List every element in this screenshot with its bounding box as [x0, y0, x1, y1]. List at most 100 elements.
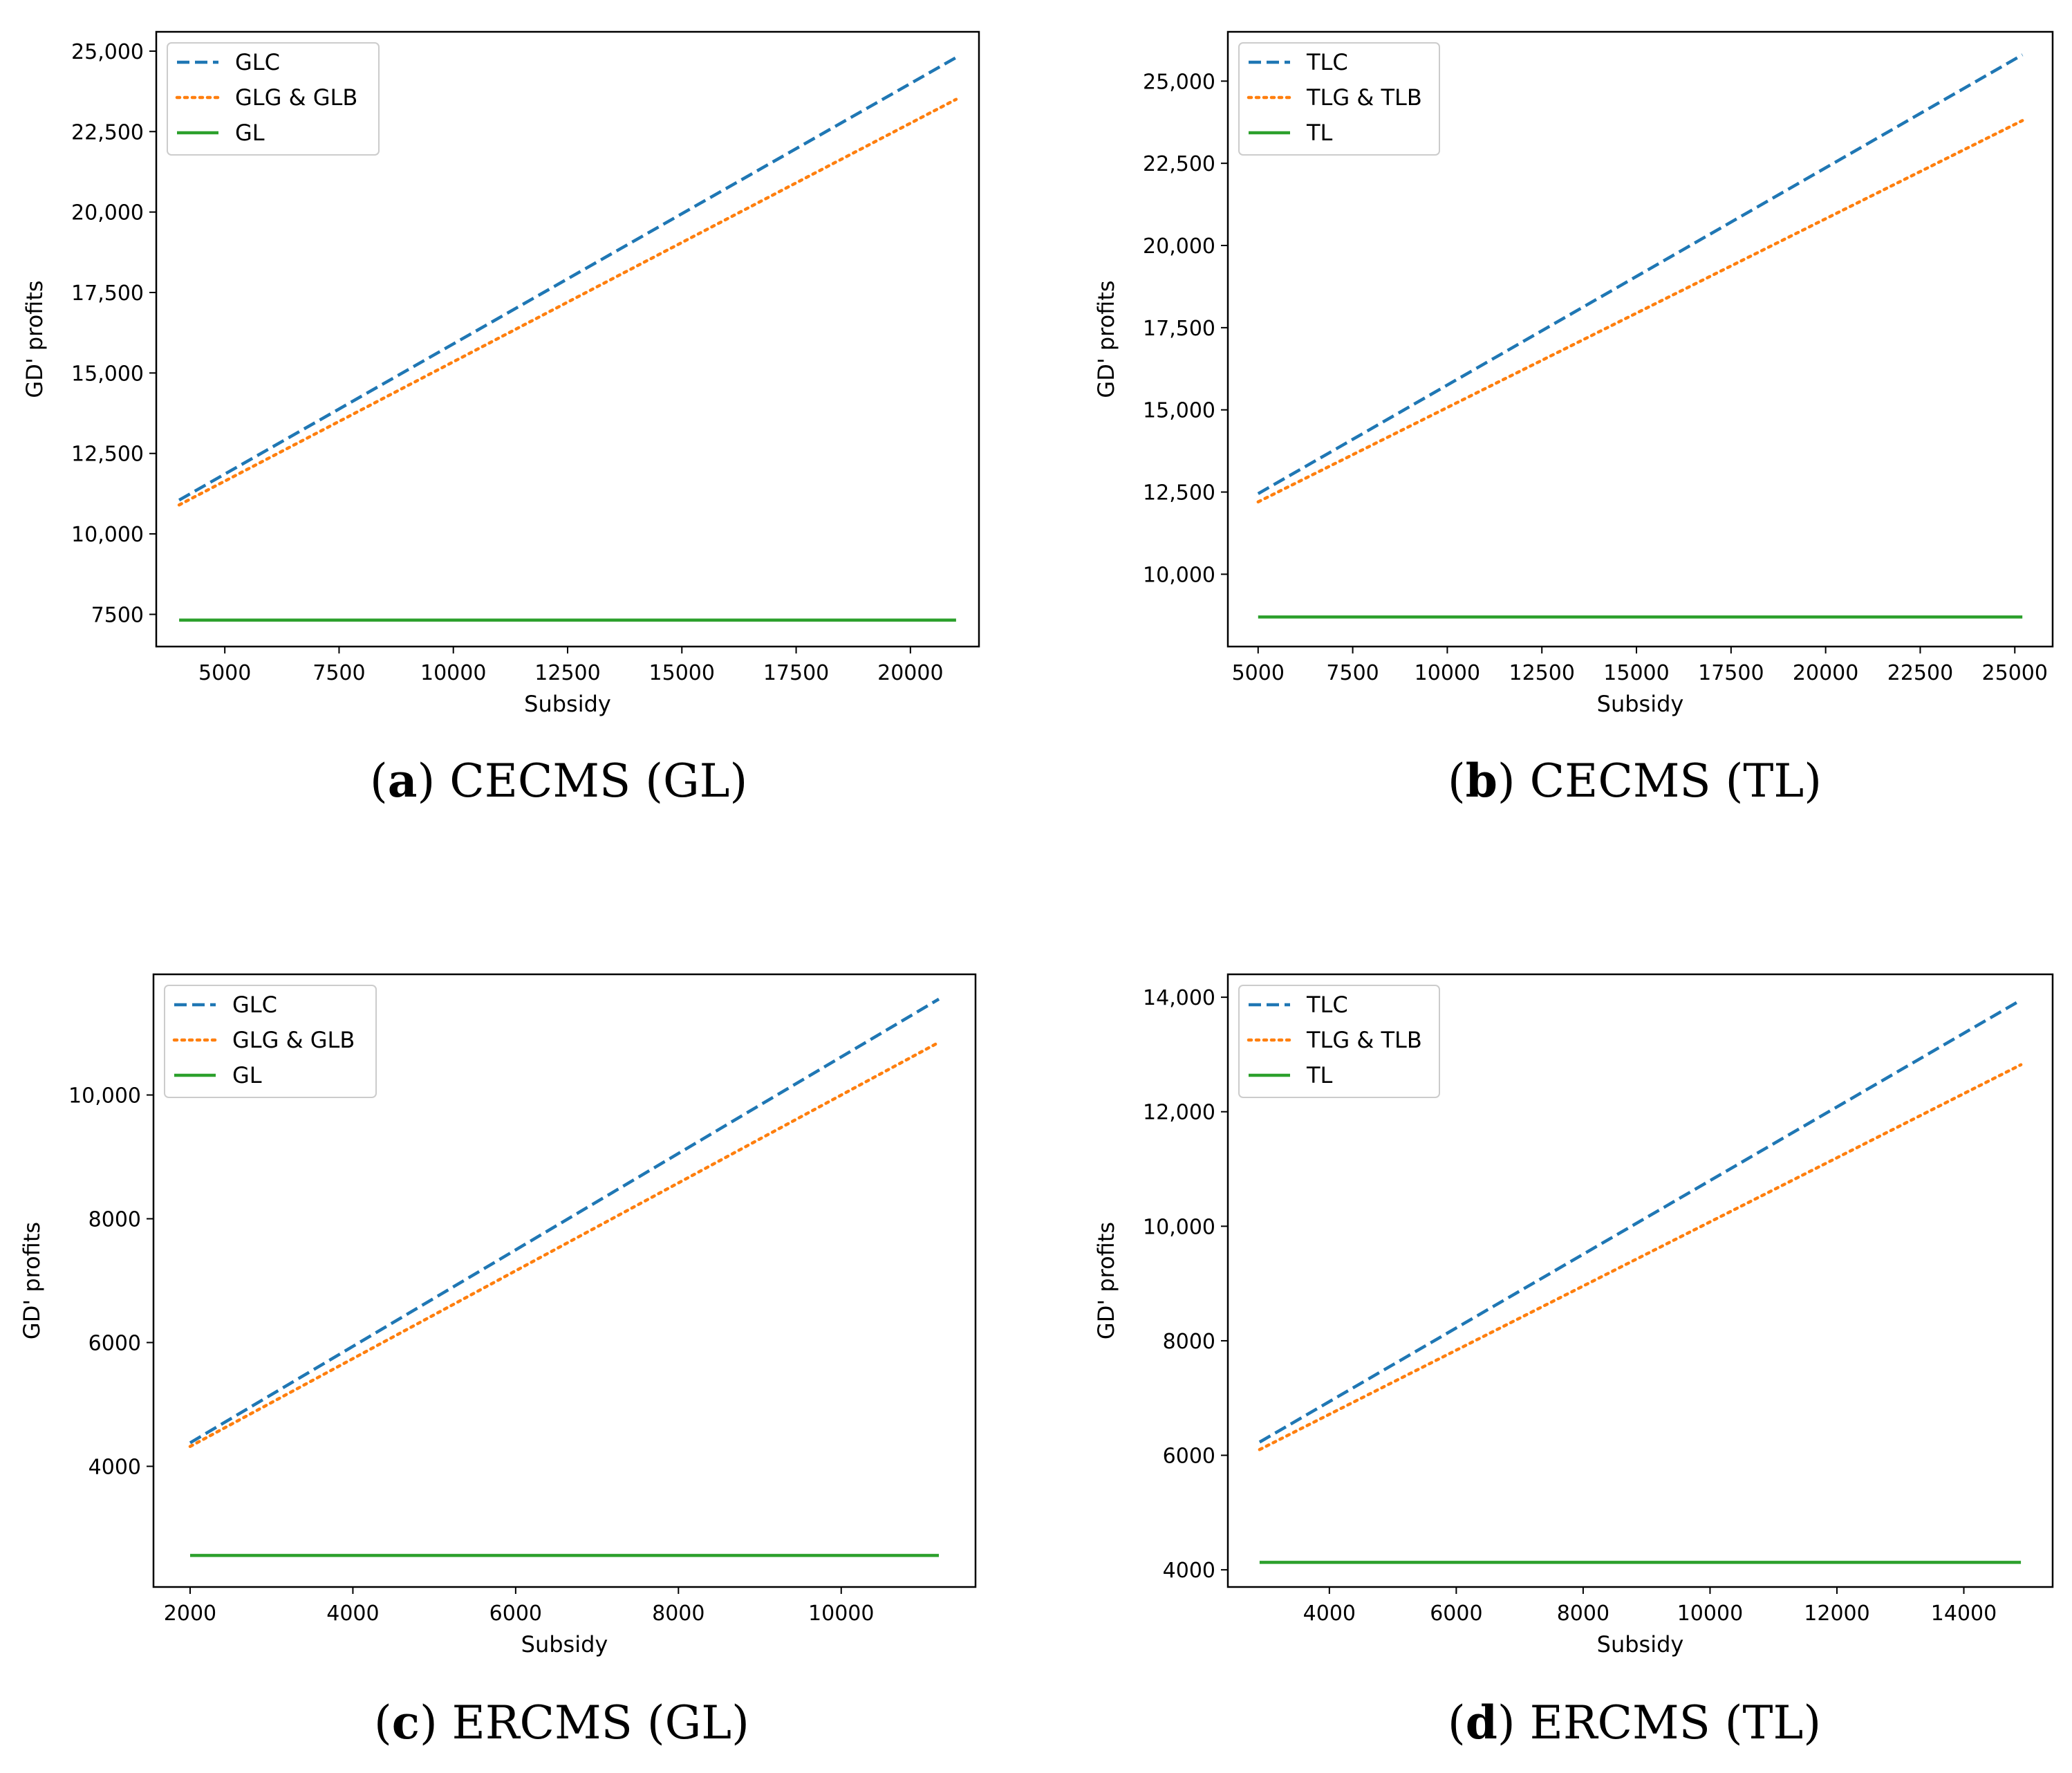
x-axis-label: Subsidy [524, 691, 611, 717]
chart-b: 5000 7500 10000 12500 15000 17500 20000 22500 25… [1093, 30, 2054, 717]
series-line-glg-glb [188, 1041, 941, 1449]
y-tick-label: 10,000 [1143, 1215, 1215, 1239]
y-tick-label: 6000 [88, 1331, 141, 1355]
x-tick-label: 20000 [1793, 661, 1858, 685]
x-tick-label: 22500 [1887, 661, 1953, 685]
x-tick-label: 10000 [1415, 661, 1480, 685]
x-axis-label: Subsidy [521, 1631, 608, 1658]
legend: TLC TLG & TLB TL [1238, 985, 1440, 1098]
legend-label: GL [235, 120, 265, 146]
legend-label: TL [1306, 120, 1333, 146]
x-tick-label: 4000 [1303, 1602, 1356, 1626]
x-tick-label: 6000 [1430, 1602, 1482, 1626]
caption-title: ERCMS (GL) [451, 1696, 749, 1749]
x-tick-label: 17500 [763, 661, 829, 685]
caption-letter: a [387, 754, 418, 808]
x-tick-label: 10000 [1677, 1602, 1743, 1626]
y-tick-label: 4000 [1163, 1559, 1215, 1583]
y-tick-label: 7500 [91, 603, 144, 627]
x-tick-label: 8000 [652, 1602, 704, 1626]
y-tick-label: 12,500 [71, 443, 144, 467]
x-tick-label: 8000 [1557, 1602, 1609, 1626]
legend-label: GLG & GLB [235, 84, 357, 111]
y-tick-label: 25,000 [1143, 70, 1215, 94]
legend-label: GLG & GLB [232, 1027, 355, 1053]
legend: GLC GLG & GLB GL [167, 42, 380, 156]
legend-box [167, 42, 380, 156]
y-tick-label: 22,500 [71, 120, 144, 145]
y-tick-label: 20,000 [71, 201, 144, 225]
y-tick-label: 14,000 [1143, 986, 1215, 1010]
x-tick-label: 15000 [1603, 661, 1669, 685]
y-tick-label: 15,000 [71, 362, 144, 386]
y-tick-label: 15,000 [1143, 399, 1215, 423]
x-tick-label: 20000 [877, 661, 943, 685]
y-tick-label: 6000 [1163, 1445, 1215, 1469]
caption-b: (b) CECMS (TL) [1448, 754, 1822, 808]
x-tick-label: 10000 [808, 1602, 874, 1626]
legend-label: GLC [235, 49, 280, 75]
legend: GLC GLG & GLB GL [164, 985, 377, 1098]
legend-label: TL [1306, 1062, 1333, 1088]
series-line-glc [189, 997, 940, 1445]
x-tick-label: 4000 [326, 1602, 379, 1626]
y-tick-label: 10,000 [68, 1084, 141, 1108]
x-axis-label: Subsidy [1597, 1631, 1684, 1658]
x-tick-label: 12500 [534, 661, 600, 685]
y-axis-label: GD' profits [19, 1222, 45, 1339]
series-line-tlg-tlb [1256, 119, 2024, 504]
chart-d: 4000 6000 8000 10000 12000 14000 4000 6000 8000 1… [1093, 973, 2054, 1658]
legend-box [1238, 985, 1440, 1098]
x-tick-label: 14000 [1931, 1602, 1997, 1626]
y-tick-label: 12,500 [1143, 481, 1215, 505]
series-line-glg-glb [177, 98, 958, 507]
x-tick-label: 17500 [1698, 661, 1764, 685]
x-tick-label: 7500 [1326, 661, 1379, 685]
caption-a: (a) CECMS (GL) [370, 754, 748, 808]
x-tick-label: 10000 [420, 661, 486, 685]
x-tick-label: 12000 [1804, 1602, 1869, 1626]
caption-letter: c [391, 1696, 420, 1749]
legend-label: TLC [1306, 49, 1348, 75]
y-tick-label: 8000 [88, 1208, 141, 1232]
x-tick-label: 7500 [312, 661, 365, 685]
caption-c: (c) ERCMS (GL) [374, 1696, 749, 1749]
legend-box [164, 985, 377, 1098]
chart-c: 2000 4000 6000 8000 10000 4000 6000 8000 10,000 S… [19, 973, 977, 1658]
plot-frame [1226, 973, 2054, 1588]
caption-letter: b [1465, 754, 1497, 808]
x-tick-label: 25000 [1982, 661, 2048, 685]
y-axis-label: GD' profits [21, 280, 48, 398]
caption-letter: d [1465, 1696, 1497, 1749]
x-tick-label: 2000 [164, 1602, 216, 1626]
y-axis-label: GD' profits [1093, 1222, 1119, 1339]
legend-label: TLC [1306, 992, 1348, 1018]
legend-label: TLG & TLB [1306, 84, 1422, 111]
y-tick-label: 22,500 [1143, 152, 1215, 176]
y-tick-label: 17,500 [1143, 317, 1215, 341]
x-tick-label: 12500 [1509, 661, 1574, 685]
y-tick-label: 4000 [88, 1455, 141, 1479]
y-tick-label: 25,000 [71, 40, 144, 64]
x-tick-label: 6000 [489, 1602, 542, 1626]
legend-label: GLC [232, 992, 277, 1018]
legend-label: GL [232, 1062, 262, 1088]
y-tick-label: 20,000 [1143, 234, 1215, 259]
plot-frame [152, 973, 977, 1588]
legend: TLC TLG & TLB TL [1238, 42, 1440, 156]
x-tick-label: 15000 [649, 661, 715, 685]
caption-d: (d) ERCMS (TL) [1448, 1696, 1822, 1749]
y-tick-label: 17,500 [71, 281, 144, 306]
series-line-tlc [1258, 999, 2022, 1444]
legend-box [1238, 42, 1440, 156]
y-tick-label: 10,000 [1143, 563, 1215, 587]
legend-label: TLG & TLB [1306, 1027, 1422, 1053]
series-line-tlg-tlb [1258, 1063, 2023, 1451]
y-tick-label: 8000 [1163, 1330, 1215, 1354]
y-tick-label: 10,000 [71, 523, 144, 547]
y-tick-label: 12,000 [1143, 1101, 1215, 1125]
series-line-tlc [1257, 53, 2024, 495]
caption-title: CECMS (GL) [449, 754, 748, 808]
